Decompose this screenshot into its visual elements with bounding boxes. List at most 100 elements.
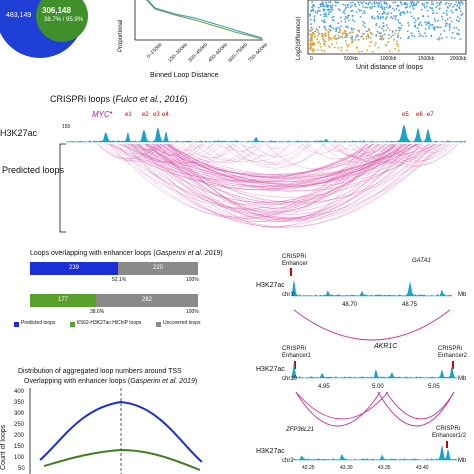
chrom-label: chrX bbox=[282, 292, 295, 298]
enhancer-e7: e7 bbox=[427, 112, 434, 118]
coord-tick: 5.00 bbox=[372, 384, 384, 390]
akr1c-gene-label: AKR1C bbox=[374, 343, 398, 350]
h3k27ac-track bbox=[66, 124, 466, 143]
bracket bbox=[59, 143, 66, 233]
h3k27ac-label: H3K27ac bbox=[0, 128, 38, 138]
line-plot-area bbox=[134, 0, 263, 41]
track-label: H3K27ac bbox=[256, 366, 285, 373]
coord-tick: 48.70 bbox=[342, 302, 358, 308]
bar2-pct: 38.6% bbox=[90, 309, 105, 315]
ytick: 200 bbox=[14, 433, 25, 439]
crispri-label: CRISPRi bbox=[436, 426, 461, 432]
dist-title: Distribution of aggregated loop numbers … bbox=[18, 368, 182, 375]
coord-tick: 43.30 bbox=[340, 465, 353, 471]
crispri-right-label: CRISPRi bbox=[438, 346, 463, 352]
predicted-loops-curve bbox=[39, 400, 203, 463]
coord-tick: 4.95 bbox=[318, 384, 330, 390]
ytick: 150 bbox=[14, 444, 25, 450]
gata1-gene-label: GATA1 bbox=[412, 258, 431, 264]
bar1-predicted: 239 bbox=[30, 262, 118, 275]
scatter-xlabel: Unit distance of loops bbox=[356, 64, 423, 71]
bar1-uncovered-value: 220 bbox=[152, 265, 163, 271]
predicted-loops-label: Predicted loops bbox=[2, 165, 65, 175]
scatter-tick: 1000kb bbox=[380, 56, 397, 62]
hichip-loops-curve bbox=[43, 448, 201, 471]
venn-right-circle bbox=[36, 0, 88, 42]
scatter-area bbox=[307, 0, 467, 55]
scatter-ylabel: Log2(difference) bbox=[296, 16, 302, 60]
bar1-predicted-value: 239 bbox=[68, 265, 79, 271]
bar2-end: 100% bbox=[186, 309, 199, 315]
track-label: H3K27ac bbox=[256, 282, 285, 289]
bar2-hichip-value: 177 bbox=[57, 297, 68, 303]
scatter-tick: 2000kb bbox=[450, 56, 467, 62]
line-plot-ylabel: Proportional bbox=[118, 19, 124, 52]
bar1-uncovered: 220 bbox=[118, 262, 198, 275]
bar1-end: 100% bbox=[186, 277, 199, 283]
chrom-label: chr10 bbox=[282, 376, 298, 382]
scatter-tick: 0 bbox=[310, 56, 313, 62]
enhancer-e4: e4 bbox=[162, 112, 169, 118]
akr1c-loop-arcs bbox=[295, 391, 455, 427]
venn-left-value: 483,149 bbox=[6, 12, 32, 19]
enhancer-e3: e3 bbox=[153, 112, 160, 118]
dist-plot-area bbox=[29, 388, 203, 474]
ytick: 350 bbox=[14, 400, 25, 406]
bar2-hichip: 177 bbox=[30, 294, 96, 307]
ytick: 300 bbox=[14, 411, 25, 417]
bar2-uncovered: 282 bbox=[96, 294, 198, 307]
scatter-tick: 500kb bbox=[344, 56, 358, 62]
legend-uncovered: Uncovered loops bbox=[163, 320, 201, 326]
chrom-label: chr2 bbox=[282, 458, 294, 464]
gata1-h3k27ac-track bbox=[292, 279, 452, 297]
coord-tick: 48.75 bbox=[402, 302, 418, 308]
track-scale: 150 bbox=[62, 124, 71, 130]
ytick: 400 bbox=[14, 389, 25, 395]
coord-tick: 43.25 bbox=[302, 465, 315, 471]
unit-label: Mb bbox=[458, 458, 467, 464]
zfp-gene-label: ZFP36L21 bbox=[286, 427, 315, 433]
enhancer-marker bbox=[446, 441, 448, 448]
enhancer-left-label: Enhancer1 bbox=[282, 353, 312, 359]
coord-tick: 5.05 bbox=[428, 384, 440, 390]
unit-label: Mb bbox=[458, 376, 467, 382]
enhancer-label: Enhancer bbox=[282, 261, 308, 267]
venn-right-pct: 38.7% / 95.9% bbox=[44, 17, 84, 23]
enhancer-left-marker bbox=[294, 361, 296, 369]
zfp-h3k27ac-track bbox=[292, 444, 457, 461]
line-plot-xlabel: Binned Loop Distance bbox=[150, 72, 219, 79]
enhancer-e6: e6 bbox=[416, 112, 423, 118]
predicted-loop-arcs bbox=[96, 143, 459, 228]
unit-label: Mb bbox=[458, 292, 467, 298]
bar1-pct: 52.1% bbox=[112, 277, 127, 283]
ytick: 50 bbox=[18, 466, 25, 472]
enhancer-marker bbox=[290, 268, 292, 276]
myc-gene-label: MYC bbox=[92, 110, 110, 119]
scatter-tick: 1500kb bbox=[418, 56, 435, 62]
enhancer-label: Enhancer1/2 bbox=[432, 433, 467, 439]
venn-right-value: 306,148 bbox=[42, 6, 71, 15]
legend-predicted: Predicted loops bbox=[21, 320, 56, 326]
legend-swatch-uncovered bbox=[156, 322, 161, 327]
myc-gene-marker: • bbox=[110, 110, 113, 117]
ytick: 250 bbox=[14, 422, 25, 428]
ytick: 100 bbox=[14, 455, 25, 461]
venn-circles bbox=[0, 0, 88, 58]
track-label: H3K27ac bbox=[256, 448, 285, 455]
crispri-title: CRISPRi loops (Fulco et al., 2016) bbox=[50, 94, 188, 104]
dist-subtitle: Overlapping with enhancer loops (Gasperi… bbox=[24, 378, 198, 385]
legend-swatch-hichip bbox=[70, 322, 75, 327]
enhancer-e1: e1 bbox=[125, 112, 132, 118]
crispri-label: CRISPRi bbox=[282, 254, 307, 260]
coord-tick: 43.40 bbox=[416, 465, 429, 471]
crispri-left-label: CRISPRi bbox=[282, 346, 307, 352]
legend-hichip: K562-H3K27ac HiChIP loops bbox=[77, 320, 142, 326]
enhancer-right-label: Enhancer2 bbox=[438, 353, 468, 359]
coord-tick: 43.35 bbox=[378, 465, 391, 471]
enhancer-right-marker bbox=[452, 361, 454, 369]
enhancer-e2: e2 bbox=[142, 112, 149, 118]
gata1-loop-arc bbox=[293, 309, 451, 341]
enhancer-e5: e5 bbox=[402, 112, 409, 118]
dist-ylabel: Count of loops bbox=[0, 424, 7, 470]
overlap-title: Loops overlapping with enhancer loops (G… bbox=[30, 250, 223, 257]
